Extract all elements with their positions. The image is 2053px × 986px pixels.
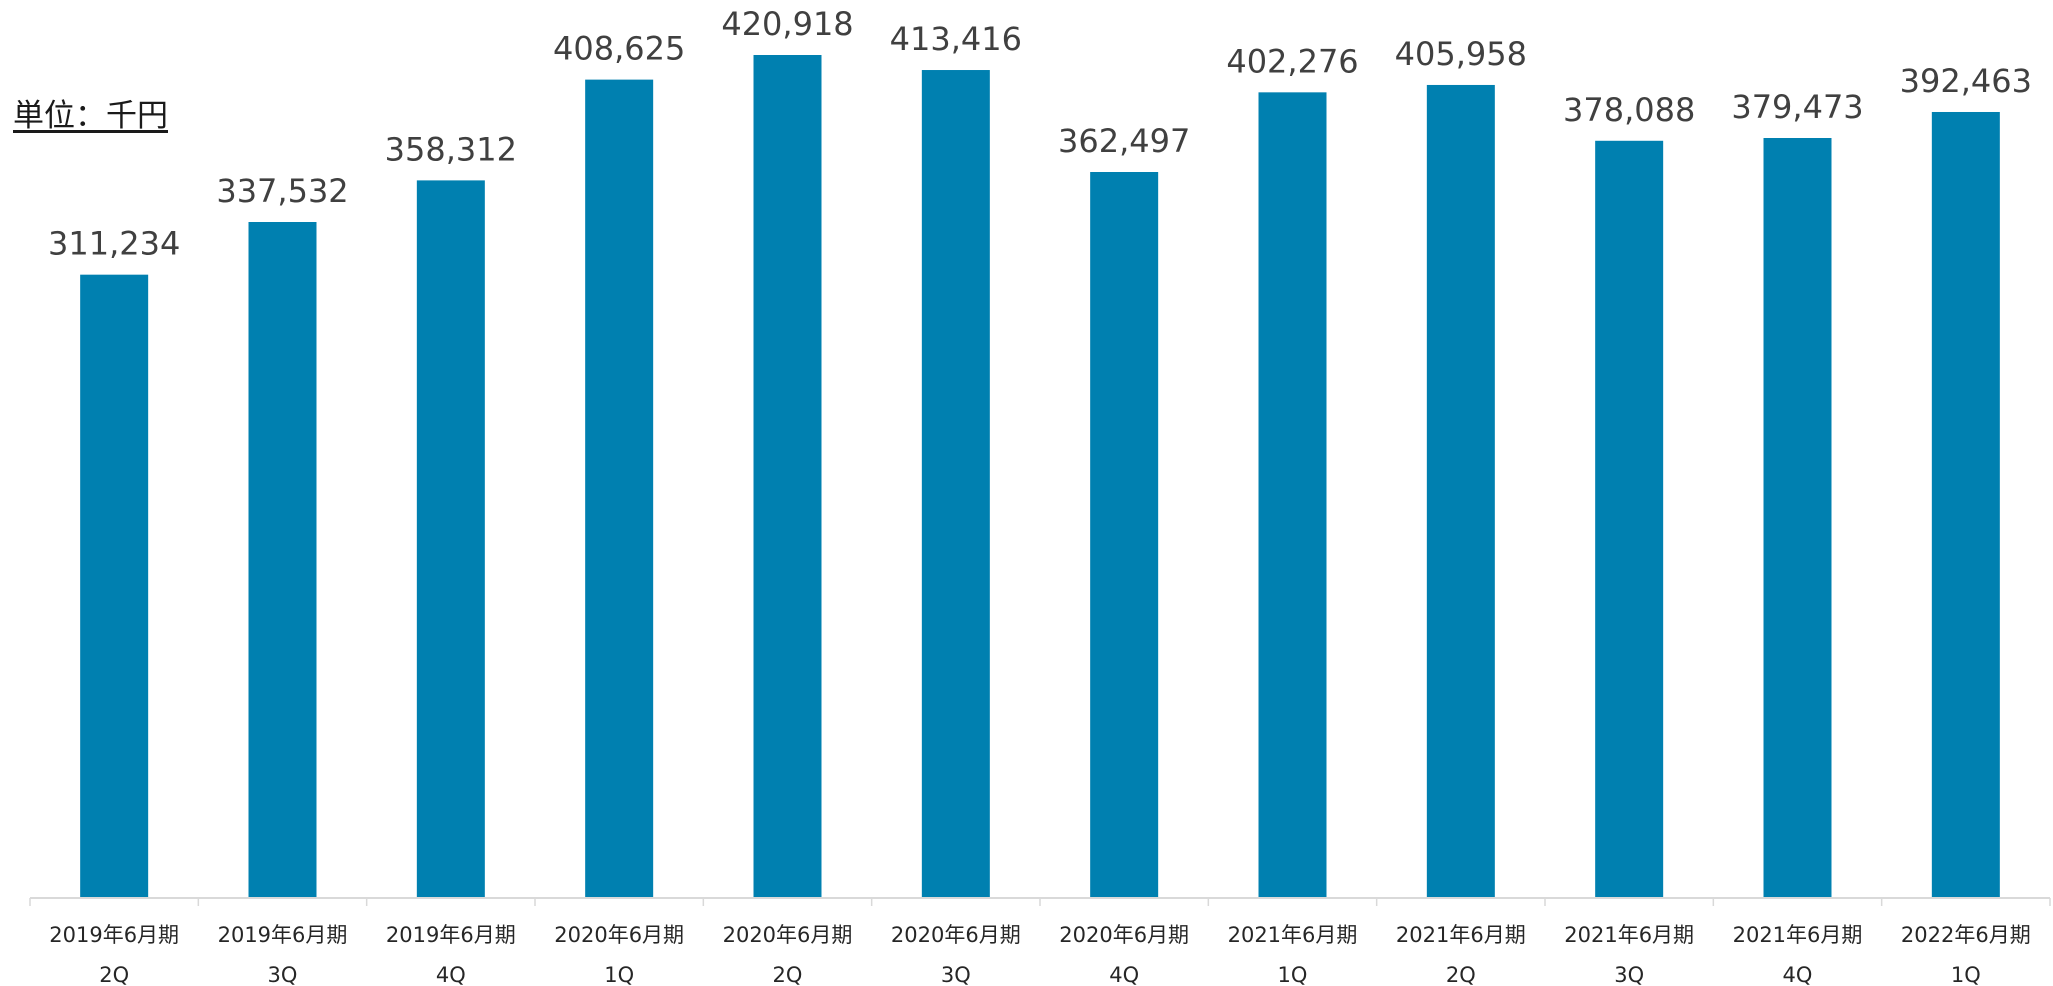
- x-tick-label-quarter: 3Q: [1614, 963, 1644, 986]
- data-label: 358,312: [385, 130, 517, 168]
- x-tick-label-period: 2021年6月期: [1228, 923, 1358, 947]
- x-tick-label-period: 2021年6月期: [1396, 923, 1526, 947]
- x-tick-label-period: 2021年6月期: [1733, 923, 1863, 947]
- data-label: 311,234: [48, 225, 180, 263]
- x-tick-label-quarter: 3Q: [268, 963, 298, 986]
- data-label: 402,276: [1226, 42, 1358, 80]
- x-tick-label-quarter: 2Q: [99, 963, 129, 986]
- x-tick-label-period: 2020年6月期: [554, 923, 684, 947]
- x-tick-label-period: 2019年6月期: [218, 923, 348, 947]
- x-tick-label-period: 2019年6月期: [386, 923, 516, 947]
- data-label: 378,088: [1563, 91, 1695, 129]
- bar: [753, 55, 822, 898]
- bar: [1426, 84, 1495, 899]
- x-tick-label-period: 2020年6月期: [1059, 923, 1189, 947]
- bar: [921, 70, 990, 899]
- x-tick-label-quarter: 3Q: [941, 963, 971, 986]
- bar: [80, 274, 149, 898]
- bar: [1258, 92, 1327, 898]
- bar: [1763, 138, 1832, 898]
- x-tick-label-period: 2020年6月期: [891, 923, 1021, 947]
- bar-series: [80, 55, 2000, 899]
- x-tick-label-period: 2020年6月期: [723, 923, 853, 947]
- bar: [1090, 172, 1159, 899]
- bar: [585, 79, 654, 898]
- bar: [1931, 111, 2000, 898]
- data-labels: 311,234 337,532 358,312 408,625 420,918 413,4…: [48, 5, 2032, 263]
- unit-label: 単位：千円: [13, 98, 168, 134]
- x-tick-label-quarter: 1Q: [1278, 963, 1308, 986]
- bar: [416, 180, 485, 898]
- x-tick-label-quarter: 4Q: [1783, 963, 1813, 986]
- data-label: 405,958: [1395, 35, 1527, 73]
- x-tick-label-period: 2022年6月期: [1901, 923, 2031, 947]
- data-label: 420,918: [721, 5, 853, 43]
- data-label: 362,497: [1058, 122, 1190, 160]
- x-tick-label-quarter: 2Q: [773, 963, 803, 986]
- x-tick-label-quarter: 2Q: [1446, 963, 1476, 986]
- data-label: 337,532: [216, 172, 348, 210]
- x-tick-label-quarter: 1Q: [1951, 963, 1981, 986]
- data-label: 379,473: [1731, 88, 1863, 126]
- data-label: 408,625: [553, 30, 685, 68]
- bar: [248, 222, 317, 899]
- x-tick-label-period: 2019年6月期: [49, 923, 179, 947]
- data-label: 413,416: [890, 20, 1022, 58]
- data-label: 392,463: [1900, 62, 2032, 100]
- x-tick-label-period: 2021年6月期: [1564, 923, 1694, 947]
- x-axis-tick-labels: 2019年6月期 2Q 2019年6月期 3Q 2019年6月期 4Q 2020年6月期 1Q…: [49, 923, 2030, 986]
- x-tick-label-quarter: 4Q: [436, 963, 466, 986]
- x-axis-ticks: [29, 898, 2051, 906]
- x-tick-label-quarter: 1Q: [604, 963, 634, 986]
- x-tick-label-quarter: 4Q: [1109, 963, 1139, 986]
- bar: [1595, 140, 1664, 898]
